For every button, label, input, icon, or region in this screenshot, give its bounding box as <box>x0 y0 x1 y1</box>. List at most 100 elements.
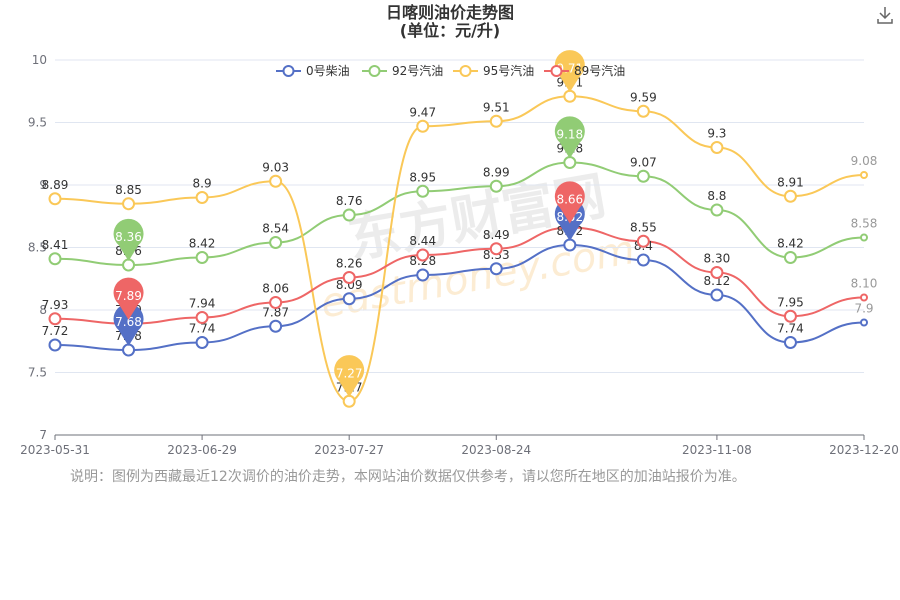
data-point <box>342 292 356 306</box>
data-label: 8.58 <box>851 217 878 231</box>
legend-swatch-dot <box>550 65 563 77</box>
download-icon[interactable] <box>874 4 896 26</box>
data-point <box>783 189 797 203</box>
data-point <box>342 208 356 222</box>
pin-marker <box>554 181 585 224</box>
data-point <box>783 251 797 264</box>
data-label: 8.89 <box>42 178 69 192</box>
data-label: 8.55 <box>630 220 657 234</box>
x-tick-label: 2023-06-29 <box>167 443 237 457</box>
legend-label: 95号汽油 <box>483 63 534 78</box>
data-label: 7.9 <box>854 302 873 316</box>
pin-marker <box>113 277 144 320</box>
data-label: 8.26 <box>336 257 363 271</box>
data-point <box>195 336 209 349</box>
chart-title: 日喀则油价走势图 (单位：元/升) <box>0 4 900 40</box>
data-point <box>783 336 797 349</box>
x-tick-label: 2023-05-31 <box>20 443 90 457</box>
data-label: 8.76 <box>336 194 363 208</box>
data-label: 8.09 <box>336 278 363 292</box>
y-tick-label: 8.5 <box>28 241 47 255</box>
data-point <box>122 197 136 211</box>
data-label: 8.42 <box>189 237 216 251</box>
y-tick-label: 7.5 <box>28 366 47 380</box>
data-point <box>860 171 868 179</box>
data-point <box>636 234 650 248</box>
data-label: 7.93 <box>42 298 69 312</box>
data-point <box>195 251 209 264</box>
y-tick-label: 10 <box>32 53 47 67</box>
data-point <box>195 191 209 204</box>
data-label: 8.06 <box>262 282 289 296</box>
data-point <box>269 236 283 249</box>
data-point <box>860 318 868 327</box>
data-label: 7.74 <box>777 322 804 336</box>
data-point <box>710 203 724 217</box>
data-label: 8.91 <box>777 175 804 189</box>
data-point <box>48 252 62 266</box>
data-label: 7.94 <box>189 297 216 311</box>
data-label: 8.41 <box>42 238 69 252</box>
data-point <box>122 258 136 272</box>
data-point <box>195 311 209 324</box>
data-point <box>636 169 650 183</box>
data-label: 9.51 <box>483 100 510 114</box>
data-point <box>860 293 868 302</box>
pin-marker-label: 7.27 <box>336 366 363 380</box>
data-label: 8.8 <box>707 189 726 203</box>
data-label: 9.59 <box>630 90 657 104</box>
data-point <box>48 338 62 352</box>
data-point <box>710 266 724 279</box>
data-label: 8.10 <box>851 277 878 291</box>
data-label: 8.30 <box>704 252 731 266</box>
data-point <box>860 233 868 242</box>
pin-marker-label: 7.68 <box>115 315 142 329</box>
data-point <box>489 242 503 256</box>
data-label: 9.47 <box>409 105 436 119</box>
pin-marker <box>334 355 365 398</box>
data-label: 8.44 <box>409 234 436 248</box>
data-point <box>269 319 283 333</box>
data-label: 7.95 <box>777 295 804 309</box>
chart-note: 说明：图例为西藏最近12次调价的油价走势，本网站油价数据仅供参考，请以您所在地区… <box>70 469 746 485</box>
data-point <box>269 296 283 309</box>
legend-label: 0号柴油 <box>306 64 350 78</box>
data-point <box>563 238 577 252</box>
data-label: 9.03 <box>262 160 289 174</box>
data-label: 9.08 <box>851 154 878 168</box>
data-point <box>563 156 577 169</box>
data-point <box>122 343 136 357</box>
x-tick-label: 2023-11-08 <box>682 443 752 457</box>
data-label: 8.85 <box>115 183 142 197</box>
pin-marker <box>113 218 144 261</box>
data-point <box>416 184 430 198</box>
legend-swatch-dot <box>282 65 295 77</box>
data-label: 8.49 <box>483 228 510 242</box>
x-tick-label: 2023-08-24 <box>461 443 531 457</box>
data-point <box>710 141 724 154</box>
data-point <box>636 253 650 267</box>
data-label: 7.72 <box>42 324 69 338</box>
pin-marker <box>554 116 585 159</box>
pin-marker <box>113 303 144 346</box>
data-label: 8.54 <box>262 222 289 236</box>
data-point <box>710 288 724 302</box>
data-label: 7.87 <box>262 305 289 319</box>
data-label: 8.42 <box>777 237 804 251</box>
data-point <box>416 119 430 133</box>
y-tick-label: 9.5 <box>28 116 47 130</box>
data-point <box>636 104 650 118</box>
pin-marker-label: 9.18 <box>556 128 583 142</box>
data-label: 7.74 <box>189 322 216 336</box>
data-label: 9.3 <box>707 127 726 141</box>
legend-swatch-dot <box>459 65 472 77</box>
data-point <box>416 248 430 262</box>
y-tick-label: 7 <box>39 428 47 442</box>
data-label: 9.07 <box>630 155 657 169</box>
x-tick-label: 2023-07-27 <box>314 443 384 457</box>
data-point <box>48 192 62 206</box>
y-tick-label: 8 <box>39 303 47 317</box>
pin-marker-label: 8.66 <box>556 193 583 207</box>
legend-label: 89号汽油 <box>574 63 625 78</box>
